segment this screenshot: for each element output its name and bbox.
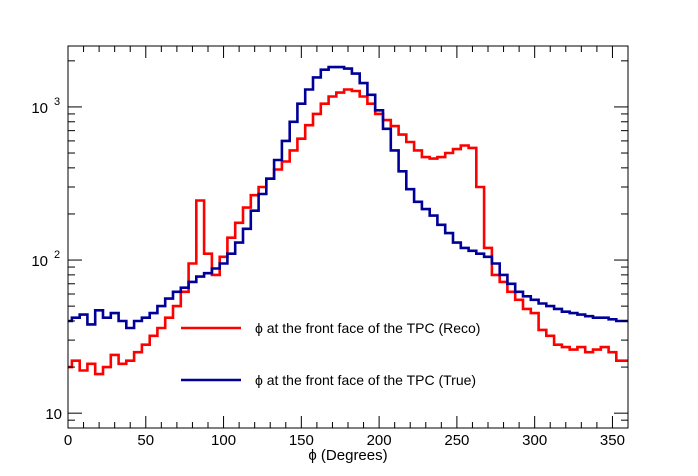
y-tick-label: 10 <box>31 100 48 117</box>
y-tick-label: 10 <box>31 253 48 270</box>
legend-label: ϕ at the front face of the TPC (Reco) <box>255 320 480 336</box>
x-tick-label: 250 <box>444 432 469 449</box>
y-tick-exponent: 3 <box>54 96 60 108</box>
plot-area <box>68 65 628 376</box>
series-line-true <box>68 65 628 330</box>
legend-label: ϕ at the front face of the TPC (True) <box>255 372 476 388</box>
x-tick-label: 50 <box>137 432 154 449</box>
x-axis-title: ϕ (Degrees) <box>308 447 387 464</box>
axes: 0 50 100 150 200 250 300 350 10 10 2 10 3 <box>31 45 629 449</box>
x-tick-label: 0 <box>64 432 72 449</box>
y-tick-exponent: 2 <box>54 249 60 261</box>
legend: ϕ at the front face of the TPC (Reco) ϕ a… <box>181 320 480 388</box>
x-tick-label: 100 <box>211 432 236 449</box>
y-tick-label: 10 <box>45 406 62 423</box>
x-tick-label: 350 <box>600 432 625 449</box>
x-tick-label: 300 <box>522 432 547 449</box>
x-tick-label: 200 <box>367 432 392 449</box>
series-line-reco <box>68 88 628 376</box>
x-tick-label: 150 <box>289 432 314 449</box>
